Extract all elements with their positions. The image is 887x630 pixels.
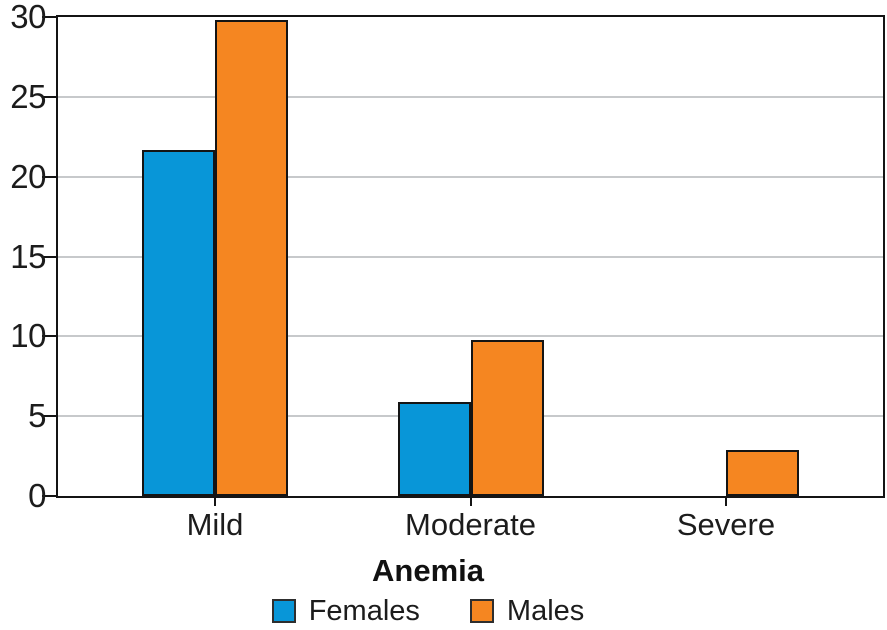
y-tick-label-15: 15	[10, 237, 46, 275]
legend-label-females: Females	[308, 595, 420, 627]
x-label-severe: Severe	[676, 507, 776, 542]
y-tick-label-20: 20	[10, 157, 46, 195]
y-tick-label-30: 30	[10, 0, 46, 35]
bar-females-mild	[142, 150, 215, 496]
y-tick-label-25: 25	[10, 77, 46, 115]
bars-layer	[58, 17, 883, 496]
y-tick-label-5: 5	[28, 397, 46, 435]
y-tick-label-0: 0	[28, 477, 46, 514]
bar-males-mild	[215, 20, 288, 496]
y-tick-label-10: 10	[10, 317, 46, 355]
gridline-25	[58, 95, 883, 98]
x-tick-severe	[725, 498, 727, 506]
bar-males-severe	[726, 450, 799, 496]
bar-males-moderate	[470, 340, 544, 496]
y-tick-15	[42, 255, 56, 258]
gridline-15	[58, 255, 883, 258]
gridline-20	[58, 175, 883, 178]
y-tick-30	[42, 16, 56, 18]
plot-area	[56, 15, 885, 498]
x-tick-mild	[214, 498, 216, 506]
x-label-moderate: Moderate	[405, 507, 536, 542]
legend-label-males: Males	[506, 595, 585, 627]
x-axis-title: Anemia	[372, 553, 484, 588]
legend: Females Males	[0, 596, 856, 626]
y-tick-25	[42, 95, 56, 98]
gridline-10	[58, 335, 883, 338]
legend-item-males: Males	[469, 595, 585, 627]
x-label-mild: Mild	[186, 507, 244, 542]
bar-females-moderate	[397, 402, 471, 496]
y-tick-0	[42, 495, 56, 497]
y-tick-20	[42, 175, 56, 178]
males-swatch-icon	[469, 599, 494, 623]
y-tick-5	[42, 415, 56, 418]
legend-item-females: Females	[271, 595, 420, 627]
females-swatch-icon	[271, 599, 296, 623]
y-tick-10	[42, 335, 56, 338]
x-tick-moderate	[469, 498, 472, 506]
